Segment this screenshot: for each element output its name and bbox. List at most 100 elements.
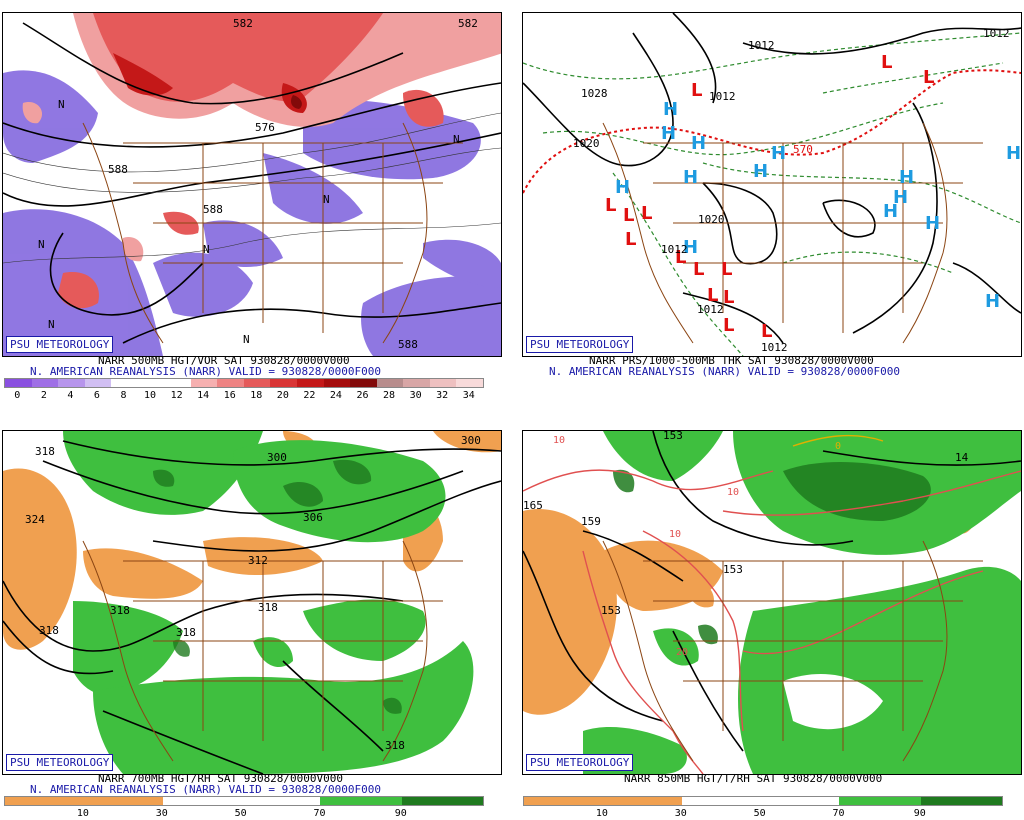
- low-pressure-center: L: [693, 259, 704, 280]
- low-pressure-center: L: [641, 203, 652, 224]
- low-pressure-center: L: [723, 315, 734, 336]
- vort-center-label: N: [38, 238, 45, 251]
- contour-label: 300: [461, 434, 481, 447]
- temperature-label: 10: [553, 435, 565, 446]
- colorbar-swatch: [58, 379, 85, 387]
- colorbar-swatch: [323, 379, 351, 387]
- high-pressure-center: H: [615, 177, 630, 198]
- map-outline: [602, 540, 983, 762]
- vort-center-label: N: [203, 243, 210, 256]
- high-pressure-center: H: [893, 187, 908, 208]
- colorbar-tick-label: 26: [356, 390, 369, 401]
- low-pressure-center: L: [721, 259, 732, 280]
- psu-meteorology-badge: PSU METEOROLOGY: [526, 336, 634, 353]
- contour-label: 312: [248, 554, 268, 567]
- humidity-colorbar: [523, 796, 1003, 806]
- colorbar-tick-label: 90: [394, 808, 407, 819]
- colorbar-tick-label: 50: [234, 808, 247, 819]
- isobar-label: 1012: [709, 90, 736, 103]
- pressure-centers: H H H H H H H H H H H H H H L L L L L L: [605, 52, 1021, 342]
- humidity-colorbar-ticks: 10 30 50 70 90: [4, 808, 482, 820]
- colorbar-tick-label: 10: [76, 808, 89, 819]
- high-pressure-center: H: [691, 133, 706, 154]
- colorbar-swatch: [217, 379, 244, 387]
- contour-label: 300: [267, 451, 287, 464]
- psu-meteorology-badge: PSU METEOROLOGY: [6, 336, 114, 353]
- contour-labels: 153 165 159 153 153 14: [523, 431, 969, 617]
- colorbar-tick-label: 70: [832, 808, 845, 819]
- colorbar-tick-label: 30: [155, 808, 168, 819]
- colorbar-tick-label: 2: [40, 390, 47, 401]
- high-pressure-center: H: [899, 167, 914, 188]
- colorbar-swatch: [297, 379, 324, 387]
- high-pressure-center: H: [771, 143, 786, 164]
- low-pressure-center: L: [675, 247, 686, 268]
- contour-label: 588: [108, 163, 128, 176]
- temperature-labels: 10 10 10 20 0: [553, 435, 841, 658]
- moist-areas: [63, 431, 474, 774]
- vort-center-label: N: [48, 318, 55, 331]
- dry-gap-areas: [783, 673, 883, 730]
- low-pressure-center: L: [723, 287, 734, 308]
- vort-center-label: N: [323, 193, 330, 206]
- colorbar-tick-label: 10: [144, 390, 157, 401]
- colorbar-swatch: [403, 379, 430, 387]
- low-pressure-center: L: [923, 67, 934, 88]
- thickness-label: 570: [793, 143, 813, 156]
- contour-label: 318: [385, 739, 405, 752]
- psu-meteorology-badge: PSU METEOROLOGY: [526, 754, 634, 771]
- isobar-label: 1012: [761, 341, 788, 354]
- colorbar-swatch: [111, 379, 138, 387]
- isobar-label: 1012: [748, 39, 775, 52]
- map-outline: [602, 122, 983, 344]
- low-pressure-center: L: [881, 52, 892, 73]
- panel-valid-line: N. AMERICAN REANALYSIS (NARR) VALID = 93…: [30, 365, 381, 378]
- humidity-850-map-svg: 153 165 159 153 153 14 10 10 10 20 0: [523, 431, 1021, 774]
- panel-title: NARR PRS/1000-500MB THK SAT 930828/0000V…: [589, 354, 874, 367]
- low-pressure-center: L: [623, 205, 634, 226]
- panel-valid-line: N. AMERICAN REANALYSIS (NARR) VALID = 93…: [30, 783, 381, 796]
- colorbar-swatch: [164, 379, 191, 387]
- colorbar-tick-label: 70: [313, 808, 326, 819]
- panel-valid-line: N. AMERICAN REANALYSIS (NARR) VALID = 93…: [549, 365, 900, 378]
- contour-labels: 318 324 300 306 312 318 318 318 318 300 …: [25, 434, 481, 752]
- contour-label: 14: [955, 451, 969, 464]
- temperature-contours: [523, 469, 1021, 774]
- temperature-label: 0: [835, 441, 841, 452]
- freezing-contour: [792, 434, 884, 447]
- dry-areas: [3, 431, 501, 650]
- vort-center-label: N: [453, 133, 460, 146]
- high-pressure-center: H: [683, 167, 698, 188]
- panel-500mb-vorticity: 588 588 576 582 582 588 N N N N N N N PS…: [0, 0, 505, 405]
- psu-meteorology-badge: PSU METEOROLOGY: [6, 754, 114, 771]
- isobar-label: 1012: [661, 243, 688, 256]
- humidity-colorbar: [4, 796, 484, 806]
- colorbar-tick-label: 90: [913, 808, 926, 819]
- colorbar-swatch: [350, 379, 377, 387]
- colorbar-tick-label: 34: [462, 390, 475, 401]
- dry-areas: [523, 490, 974, 715]
- vorticity-colorbar-ticks: 0 2 4 6 8 10 12 14 16 18 20 22 24 26 28 30 32 34: [4, 390, 482, 402]
- vorticity-colorbar: [4, 378, 484, 388]
- map-outline: [82, 122, 463, 344]
- humidity-colorbar-ticks: 10 30 50 70 90: [523, 808, 1001, 820]
- contour-label: 306: [303, 511, 323, 524]
- colorbar-tick-label: 0: [14, 390, 21, 401]
- contour-label: 318: [110, 604, 130, 617]
- contour-label: 318: [35, 445, 55, 458]
- colorbar-tick-label: 6: [93, 390, 100, 401]
- colorbar-tick-label: 30: [674, 808, 687, 819]
- colorbar-swatch: [190, 379, 218, 387]
- colorbar-tick-label: 20: [276, 390, 289, 401]
- colorbar-tick-label: 22: [303, 390, 316, 401]
- colorbar-swatch: [456, 379, 483, 387]
- panel-title: NARR 850MB HGT/T/RH SAT 930828/0000V000: [624, 772, 883, 785]
- vorticity-map-svg: 588 588 576 582 582 588 N N N N N N N: [3, 13, 501, 356]
- colorbar-swatch: [270, 379, 298, 387]
- vort-center-label: N: [243, 333, 250, 346]
- isobar-label: 1012: [983, 27, 1010, 40]
- low-pressure-center: L: [605, 195, 616, 216]
- contour-label: 324: [25, 513, 45, 526]
- contour-label: 153: [601, 604, 621, 617]
- height-contours: [523, 431, 1021, 752]
